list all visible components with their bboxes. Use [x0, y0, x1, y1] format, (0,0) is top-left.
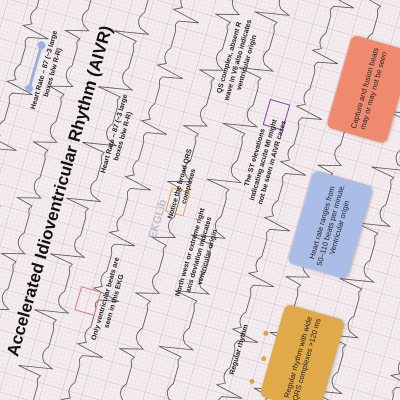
bullet: [263, 330, 269, 336]
slider-knob: [25, 84, 34, 93]
ekg-trace: [44, 0, 231, 400]
ekg-trace: [126, 0, 323, 400]
slider-knob: [37, 41, 46, 50]
ekg-trace: [183, 0, 371, 400]
highlight-box: [165, 187, 191, 217]
ekg-trace: [2, 0, 198, 400]
bullet: [249, 378, 255, 384]
highlight-box: [74, 286, 102, 316]
bullet: [261, 356, 267, 362]
slider: [27, 44, 43, 89]
ekg-trace: [86, 0, 276, 400]
ekg-trace: [275, 0, 400, 400]
highlight-box: [262, 98, 291, 131]
ekg-trace: [0, 0, 142, 400]
